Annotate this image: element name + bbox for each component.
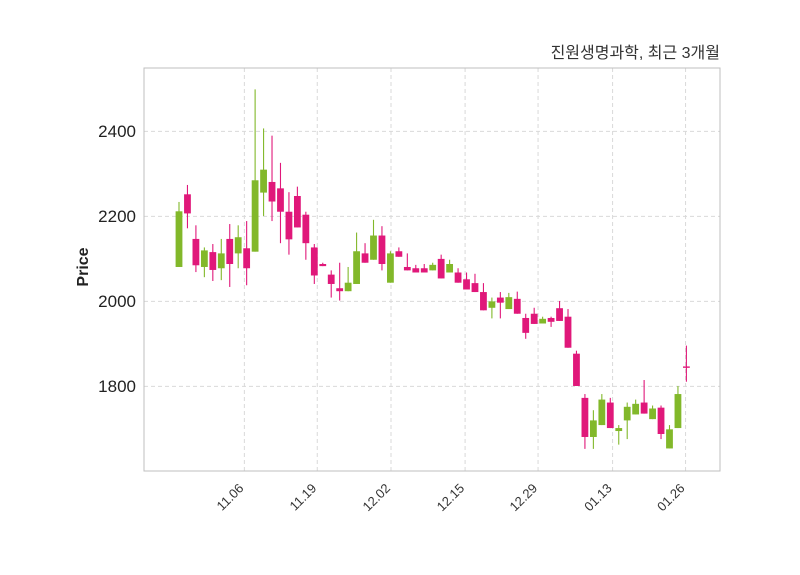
svg-text:2000: 2000 [98,292,136,311]
svg-text:진원생명과학, 최근 3개월: 진원생명과학, 최근 3개월 [551,44,720,62]
svg-text:12.02: 12.02 [360,481,394,515]
svg-text:11.06: 11.06 [214,481,247,514]
svg-text:11.19: 11.19 [286,481,319,514]
svg-text:Price: Price [75,247,92,286]
svg-text:2200: 2200 [98,207,136,226]
svg-text:12.29: 12.29 [507,481,541,515]
svg-text:01.13: 01.13 [581,481,615,515]
svg-text:1800: 1800 [98,377,136,396]
svg-text:01.26: 01.26 [654,481,688,515]
svg-text:2400: 2400 [98,122,136,141]
svg-text:12.15: 12.15 [434,481,468,515]
